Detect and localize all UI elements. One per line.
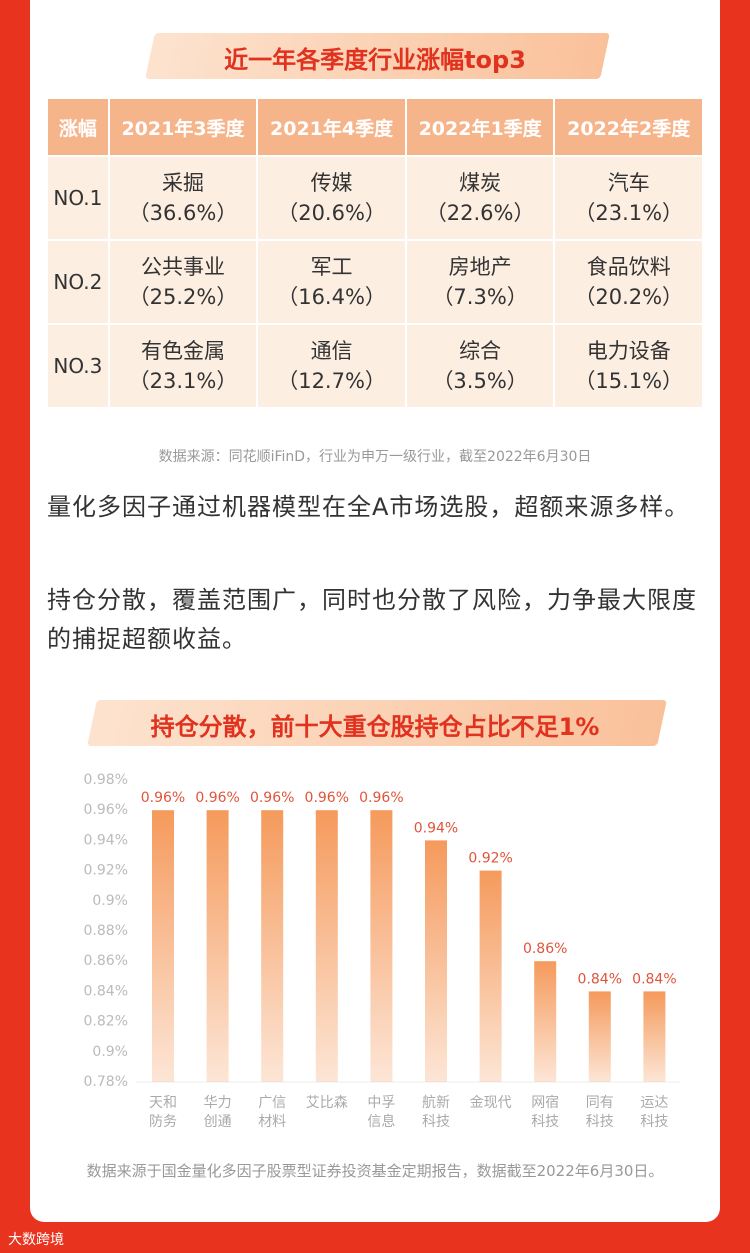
x-tick-label: 航新 科技 <box>422 1095 450 1130</box>
bar <box>643 991 666 1082</box>
cell: 采掘 （36.6%） <box>109 157 257 239</box>
chart-title: 持仓分散，前十大重仓股持仓占比不足1% <box>150 713 600 741</box>
row: NO.2 公共事业 （25.2%） 军工 （16.4%） 房地产 （7.3%） 食品饮料… <box>48 241 702 323</box>
value-label: 0.96% <box>359 790 403 806</box>
bar <box>152 810 174 1082</box>
chart-source: 数据来源于国金量化多因子股票型证券投资基金定期报告，数据截至2022年6月30日… <box>86 1162 664 1180</box>
y-tick-label: 0.9% <box>92 893 128 909</box>
y-tick-label: 0.98% <box>84 772 128 788</box>
bar <box>261 810 284 1082</box>
cell: 汽车 （23.1%） <box>555 157 702 239</box>
bar <box>479 870 502 1082</box>
y-tick-label: 0.78% <box>84 1074 128 1090</box>
cell: 电力设备 （15.1%） <box>555 325 702 407</box>
header-cell: 2021年3季度 <box>109 99 257 155</box>
value-label: 0.86% <box>523 941 567 957</box>
cell: 通信 （12.7%） <box>258 325 405 407</box>
bar <box>370 810 393 1082</box>
paragraph: 持仓分散，覆盖范围广，同时也分散了风险，力争最大限度的捕捉超额收益。 <box>47 586 697 653</box>
bar <box>588 991 611 1082</box>
bar <box>425 840 447 1082</box>
cell: 传媒 （20.6%） <box>258 157 405 239</box>
cell: 有色金属 （23.1%） <box>109 325 257 407</box>
y-tick-label: 0.88% <box>84 923 128 939</box>
row: NO.3 有色金属 （23.1%） 通信 （12.7%） 综合 （3.5%） 电力设备 … <box>48 325 702 407</box>
x-tick-label: 运达 科技 <box>640 1095 669 1130</box>
value-label: 0.96% <box>305 790 349 806</box>
y-tick-label: 0.84% <box>84 983 128 999</box>
header-cell: 2021年4季度 <box>258 99 405 155</box>
cell: 房地产 （7.3%） <box>406 241 554 323</box>
cell: 综合 （3.5%） <box>406 325 554 407</box>
bar <box>206 810 229 1082</box>
cell: NO.3 <box>48 325 108 407</box>
x-tick-label: 金现代 <box>469 1095 512 1111</box>
paragraph: 量化多因子通过机器模型在全A市场选股，超额来源多样。 <box>47 493 690 521</box>
bar <box>315 810 338 1082</box>
value-label: 0.92% <box>468 851 512 867</box>
y-tick-label: 0.96% <box>84 802 128 818</box>
table: 涨幅 2021年3季度 2021年4季度 2022年1季度 2022年2季度 NO.1 采掘… <box>46 97 704 409</box>
value-label: 0.96% <box>250 790 294 806</box>
y-tick-label: 0.94% <box>84 832 128 848</box>
cell: 公共事业 （25.2%） <box>109 241 257 323</box>
y-tick-label: 0.9% <box>92 1044 128 1060</box>
value-label: 0.84% <box>632 971 676 987</box>
watermark: 大数跨境 <box>8 1232 64 1248</box>
table-source: 数据来源：同花顺iFinD，行业为申万一级行业，截至2022年6月30日 <box>158 449 592 465</box>
x-tick-label: 同有 科技 <box>585 1095 614 1130</box>
header-cell: 2022年1季度 <box>406 99 554 155</box>
value-label: 0.96% <box>141 790 185 806</box>
y-tick-label: 0.86% <box>84 953 128 969</box>
cell: 煤炭 （22.6%） <box>406 157 554 239</box>
bar <box>534 961 557 1082</box>
value-label: 0.94% <box>414 820 458 836</box>
y-tick-label: 0.82% <box>84 1014 128 1030</box>
cell: 军工 （16.4%） <box>258 241 405 323</box>
header-cell: 2022年2季度 <box>555 99 702 155</box>
x-tick-label: 中孚 信息 <box>367 1095 396 1130</box>
x-tick-label: 天和 防务 <box>149 1095 177 1130</box>
cell: 食品饮料 （20.2%） <box>555 241 702 323</box>
cell: NO.1 <box>48 157 108 239</box>
x-tick-label: 艾比森 <box>305 1095 348 1111</box>
table-title: 近一年各季度行业涨幅top3 <box>224 46 526 74</box>
row: NO.1 采掘 （36.6%） 传媒 （20.6%） 煤炭 （22.6%） 汽车 （23… <box>48 157 702 239</box>
header-cell: 涨幅 <box>48 99 108 155</box>
x-tick-label: 网宿 科技 <box>531 1095 560 1130</box>
cell: NO.2 <box>48 241 108 323</box>
x-tick-label: 广信 材料 <box>258 1095 287 1130</box>
value-label: 0.84% <box>578 971 622 987</box>
y-tick-label: 0.92% <box>84 863 128 879</box>
value-label: 0.96% <box>195 790 239 806</box>
x-tick-label: 华力 创通 <box>203 1095 232 1130</box>
